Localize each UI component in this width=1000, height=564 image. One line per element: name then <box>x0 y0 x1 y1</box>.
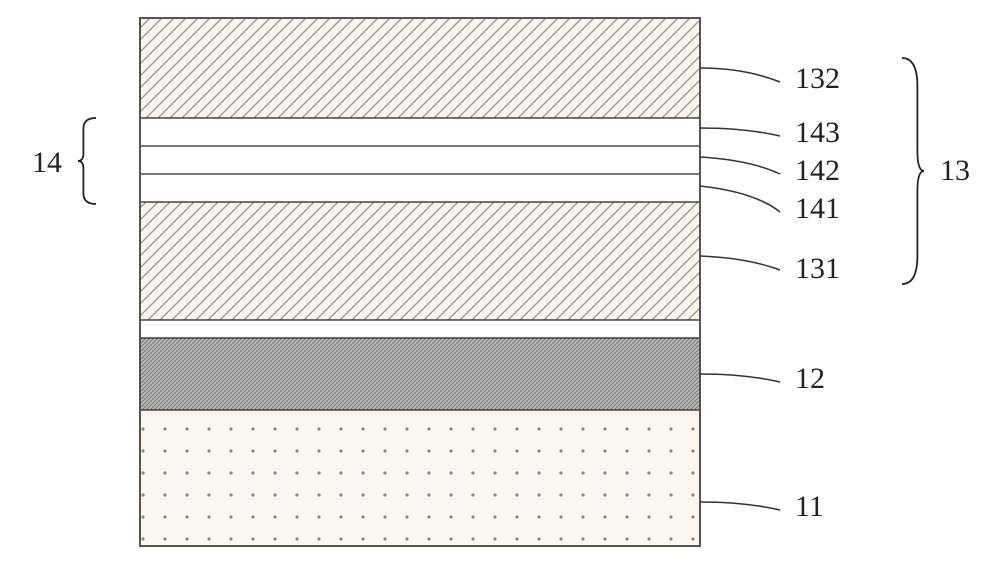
layer-142 <box>140 146 700 174</box>
label-11: 11 <box>795 490 824 523</box>
leader-11 <box>700 502 780 510</box>
label-14: 14 <box>32 146 62 179</box>
label-13: 13 <box>940 154 970 187</box>
layer-stack <box>140 18 700 546</box>
brace-14 <box>78 118 96 204</box>
leader-12 <box>700 374 780 382</box>
layer-141 <box>140 174 700 202</box>
layer-131 <box>140 202 700 320</box>
label-142: 142 <box>795 154 840 187</box>
leader-142 <box>700 157 780 174</box>
layer-143 <box>140 118 700 146</box>
layer-11 <box>140 410 700 546</box>
leader-132 <box>700 68 780 82</box>
leader-141 <box>700 186 780 212</box>
label-131: 131 <box>795 252 840 285</box>
label-132: 132 <box>795 62 840 95</box>
brace-13 <box>902 58 924 284</box>
layer-gap <box>140 320 700 338</box>
label-141: 141 <box>795 192 840 225</box>
label-12: 12 <box>795 362 825 395</box>
layer-12 <box>140 338 700 410</box>
leader-143 <box>700 128 780 136</box>
leader-131 <box>700 256 780 270</box>
layer-132 <box>140 18 700 118</box>
label-143: 143 <box>795 116 840 149</box>
